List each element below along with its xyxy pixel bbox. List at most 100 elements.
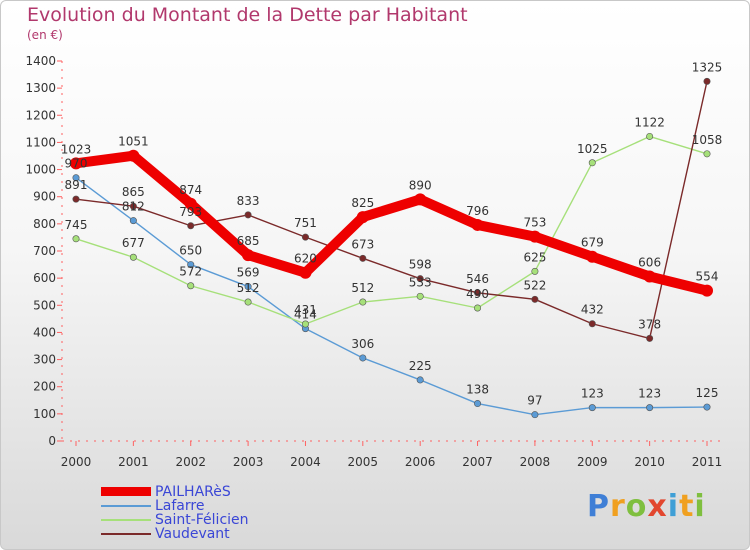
data-point	[359, 254, 367, 262]
data-point	[414, 193, 427, 206]
y-tick-label: 1400	[25, 54, 56, 68]
data-label: 123	[638, 387, 661, 401]
data-label: 1023	[61, 142, 92, 156]
data-point	[72, 195, 80, 203]
data-label: 431	[294, 303, 317, 317]
data-label: 125	[696, 386, 719, 400]
data-point	[129, 202, 137, 210]
legend: PAILHARèS Lafarre Saint-Félicien Vaudeva…	[101, 485, 249, 541]
data-point	[586, 250, 599, 263]
data-label: 753	[523, 216, 546, 230]
data-point	[416, 275, 424, 283]
data-label: 512	[237, 281, 260, 295]
data-point	[474, 304, 482, 312]
logo-letter: P	[587, 489, 610, 524]
data-label: 1058	[692, 133, 723, 147]
data-label: 679	[581, 236, 604, 250]
data-label: 865	[122, 185, 145, 199]
data-label: 796	[466, 204, 489, 218]
legend-label: Lafarre	[155, 498, 205, 514]
data-label: 745	[65, 218, 88, 232]
data-label: 225	[409, 359, 432, 373]
data-point	[528, 230, 541, 243]
series-line	[71, 150, 712, 296]
data-label: 825	[351, 196, 374, 210]
data-label: 890	[409, 178, 432, 192]
data-label: 812	[122, 200, 145, 214]
data-point	[70, 157, 82, 170]
data-label: 554	[696, 270, 719, 284]
data-label: 874	[179, 183, 202, 197]
data-label: 891	[65, 178, 88, 192]
data-label: 685	[237, 234, 260, 248]
data-label: 378	[638, 317, 661, 331]
legend-swatch	[101, 505, 151, 507]
legend-label: Saint-Félicien	[155, 512, 249, 528]
data-point	[474, 400, 482, 408]
data-label: 606	[638, 256, 661, 270]
x-tick-label: 2010	[634, 455, 665, 469]
data-label: 138	[466, 383, 489, 397]
series-line	[75, 80, 708, 340]
data-label: 306	[351, 337, 374, 351]
data-point	[531, 267, 539, 275]
data-point	[416, 292, 424, 300]
data-point	[242, 249, 255, 262]
data-label: 522	[523, 278, 546, 292]
data-point	[474, 289, 482, 297]
x-tick-label: 2005	[348, 455, 379, 469]
data-label: 432	[581, 303, 604, 317]
legend-label: Vaudevant	[155, 526, 230, 542]
data-label: 1325	[692, 60, 723, 74]
data-label: 833	[237, 194, 260, 208]
data-label: 650	[179, 244, 202, 258]
data-point	[187, 261, 195, 269]
y-tick-label: 700	[33, 244, 56, 258]
data-point	[129, 253, 137, 261]
data-point	[356, 211, 369, 224]
proxiti-logo: Proxiti	[587, 489, 706, 524]
data-point	[301, 233, 309, 241]
legend-item: Saint-Félicien	[101, 513, 249, 527]
data-point	[127, 149, 140, 162]
data-labels: 1023 1051 874 685 620 825 890 796 753 679 606 554 97…	[61, 60, 723, 407]
data-label: 793	[179, 205, 202, 219]
y-tick-label: 500	[33, 298, 56, 312]
data-point	[244, 298, 252, 306]
data-point	[244, 283, 252, 291]
x-tick-label: 2011	[692, 455, 723, 469]
y-tick-label: 1300	[25, 81, 56, 95]
x-tick-label: 2006	[405, 455, 436, 469]
data-label: 1051	[118, 135, 149, 149]
data-point	[72, 235, 80, 243]
y-tick-label: 400	[33, 325, 56, 339]
data-label: 620	[294, 252, 317, 266]
data-point	[531, 411, 539, 419]
logo-letter: t	[679, 489, 695, 524]
logo-letter: i	[667, 489, 680, 524]
data-point	[299, 266, 312, 279]
data-point	[531, 295, 539, 303]
data-point	[187, 222, 195, 230]
legend-swatch	[101, 519, 151, 521]
data-point	[187, 282, 195, 290]
logo-letter: o	[625, 489, 648, 524]
data-point	[703, 77, 711, 85]
y-tick-label: 1200	[25, 108, 56, 122]
x-tick-label: 2007	[462, 455, 493, 469]
data-point	[129, 217, 137, 225]
legend-label: PAILHARèS	[155, 484, 231, 500]
data-label: 673	[351, 237, 374, 251]
data-label: 970	[65, 157, 88, 171]
data-label: 533	[409, 275, 432, 289]
y-tick-label: 600	[33, 271, 56, 285]
data-point	[646, 132, 654, 140]
y-tick-label: 0	[48, 434, 56, 448]
x-tick-label: 2002	[175, 455, 206, 469]
data-point	[301, 320, 309, 328]
data-point	[244, 211, 252, 219]
data-point	[72, 174, 80, 182]
legend-swatch	[101, 533, 151, 535]
